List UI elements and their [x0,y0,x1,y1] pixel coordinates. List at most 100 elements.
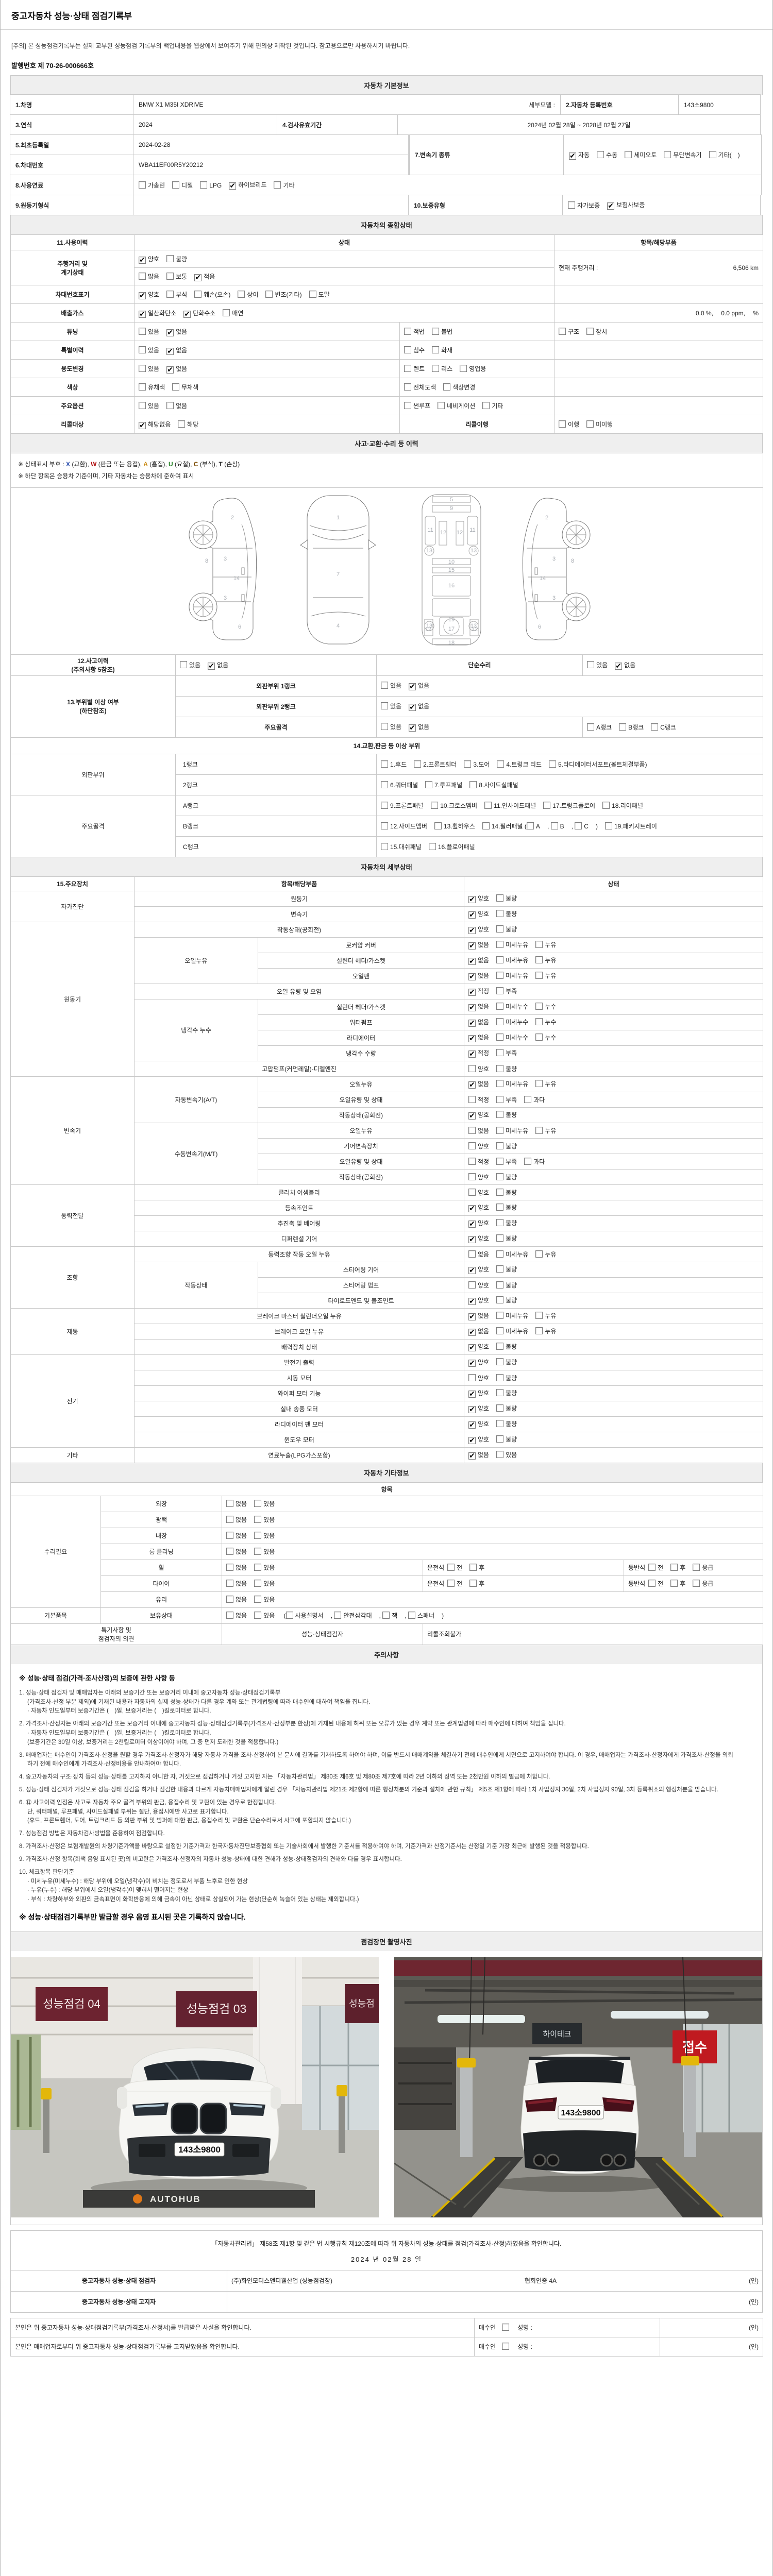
checkbox[interactable] [535,1080,543,1088]
checkbox[interactable]: ✔ [194,273,202,281]
checkbox[interactable] [496,1374,504,1381]
checkbox[interactable]: ✔ [183,309,191,318]
checkbox[interactable]: ✔ [409,723,416,732]
checkbox[interactable] [496,1188,504,1196]
checkbox[interactable] [625,151,632,158]
checkbox[interactable] [535,972,543,979]
checkbox[interactable] [238,290,245,298]
checkbox[interactable] [404,346,411,353]
checkbox[interactable] [309,290,316,298]
checkbox[interactable]: ✔ [409,682,416,691]
checkbox[interactable] [543,801,551,809]
checkbox[interactable]: ✔ [139,309,146,318]
checkbox[interactable] [482,822,490,829]
checkbox[interactable]: ✔ [468,1297,476,1306]
checkbox[interactable] [496,925,504,933]
checkbox[interactable]: ✔ [569,151,576,160]
checkbox[interactable] [468,1157,476,1165]
checkbox[interactable]: ✔ [468,1111,476,1120]
checkbox[interactable] [469,1564,477,1571]
checkbox[interactable] [496,1018,504,1026]
checkbox[interactable] [502,2324,510,2331]
checkbox[interactable] [496,1420,504,1428]
checkbox[interactable] [496,1404,504,1412]
checkbox[interactable]: ✔ [229,181,237,190]
checkbox[interactable]: ✔ [468,988,476,996]
checkbox[interactable] [693,1580,700,1587]
checkbox[interactable] [496,1219,504,1227]
checkbox[interactable] [496,1049,504,1057]
checkbox[interactable] [381,801,388,809]
checkbox[interactable] [139,346,146,353]
checkbox[interactable] [139,327,146,335]
checkbox[interactable] [709,151,716,158]
checkbox[interactable] [460,365,467,372]
checkbox[interactable] [200,181,208,189]
checkbox[interactable] [496,1327,504,1335]
checkbox[interactable] [432,365,440,372]
checkbox[interactable] [254,1580,262,1587]
checkbox[interactable] [496,1265,504,1273]
checkbox[interactable] [139,383,146,391]
checkbox[interactable] [496,1296,504,1304]
checkbox[interactable] [447,1564,455,1571]
checkbox[interactable] [464,760,472,768]
checkbox[interactable] [254,1596,262,1603]
checkbox[interactable] [226,1500,233,1507]
checkbox[interactable]: ✔ [468,1235,476,1244]
checkbox[interactable] [604,822,612,829]
checkbox[interactable] [496,1033,504,1041]
checkbox[interactable] [139,272,146,280]
checkbox[interactable]: ✔ [468,1049,476,1058]
checkbox[interactable] [535,956,543,964]
checkbox[interactable] [468,1188,476,1196]
checkbox[interactable]: ✔ [468,957,476,965]
checkbox[interactable] [194,290,202,298]
checkbox[interactable] [575,822,582,829]
checkbox[interactable] [568,201,575,209]
checkbox[interactable] [254,1612,262,1619]
checkbox[interactable]: ✔ [468,926,476,935]
checkbox[interactable] [651,723,659,731]
checkbox[interactable] [254,1564,262,1571]
checkbox[interactable] [496,1142,504,1149]
checkbox[interactable] [496,1204,504,1211]
checkbox[interactable] [535,1250,543,1258]
checkbox[interactable] [469,1580,477,1587]
checkbox[interactable] [381,842,388,850]
checkbox[interactable] [496,1080,504,1088]
checkbox[interactable] [468,1142,476,1149]
checkbox[interactable] [468,1064,476,1072]
checkbox[interactable] [172,181,180,189]
checkbox[interactable] [496,894,504,902]
checkbox[interactable] [586,328,594,335]
checkbox[interactable] [468,1374,476,1381]
checkbox[interactable] [404,365,411,372]
checkbox[interactable] [166,255,174,262]
checkbox[interactable] [619,723,627,731]
checkbox[interactable]: ✔ [468,1080,476,1089]
checkbox[interactable] [447,1580,455,1587]
checkbox[interactable] [468,1095,476,1103]
checkbox[interactable] [254,1532,262,1539]
checkbox[interactable] [468,1281,476,1289]
checkbox[interactable]: ✔ [607,201,615,210]
checkbox[interactable] [496,1126,504,1134]
checkbox[interactable]: ✔ [139,255,146,264]
checkbox[interactable] [226,1548,233,1555]
checkbox[interactable] [404,383,411,391]
checkbox[interactable] [535,941,543,948]
checkbox[interactable] [431,801,439,809]
checkbox[interactable]: ✔ [166,365,174,374]
checkbox[interactable] [670,1580,678,1587]
checkbox[interactable] [425,781,433,788]
checkbox[interactable]: ✔ [468,1219,476,1228]
checkbox[interactable] [693,1564,700,1571]
checkbox[interactable] [496,1111,504,1118]
checkbox[interactable] [139,364,146,372]
checkbox[interactable] [254,1516,262,1523]
checkbox[interactable]: ✔ [139,291,146,299]
checkbox[interactable]: ✔ [468,1328,476,1336]
checkbox[interactable]: ✔ [468,910,476,919]
checkbox[interactable] [587,660,594,668]
